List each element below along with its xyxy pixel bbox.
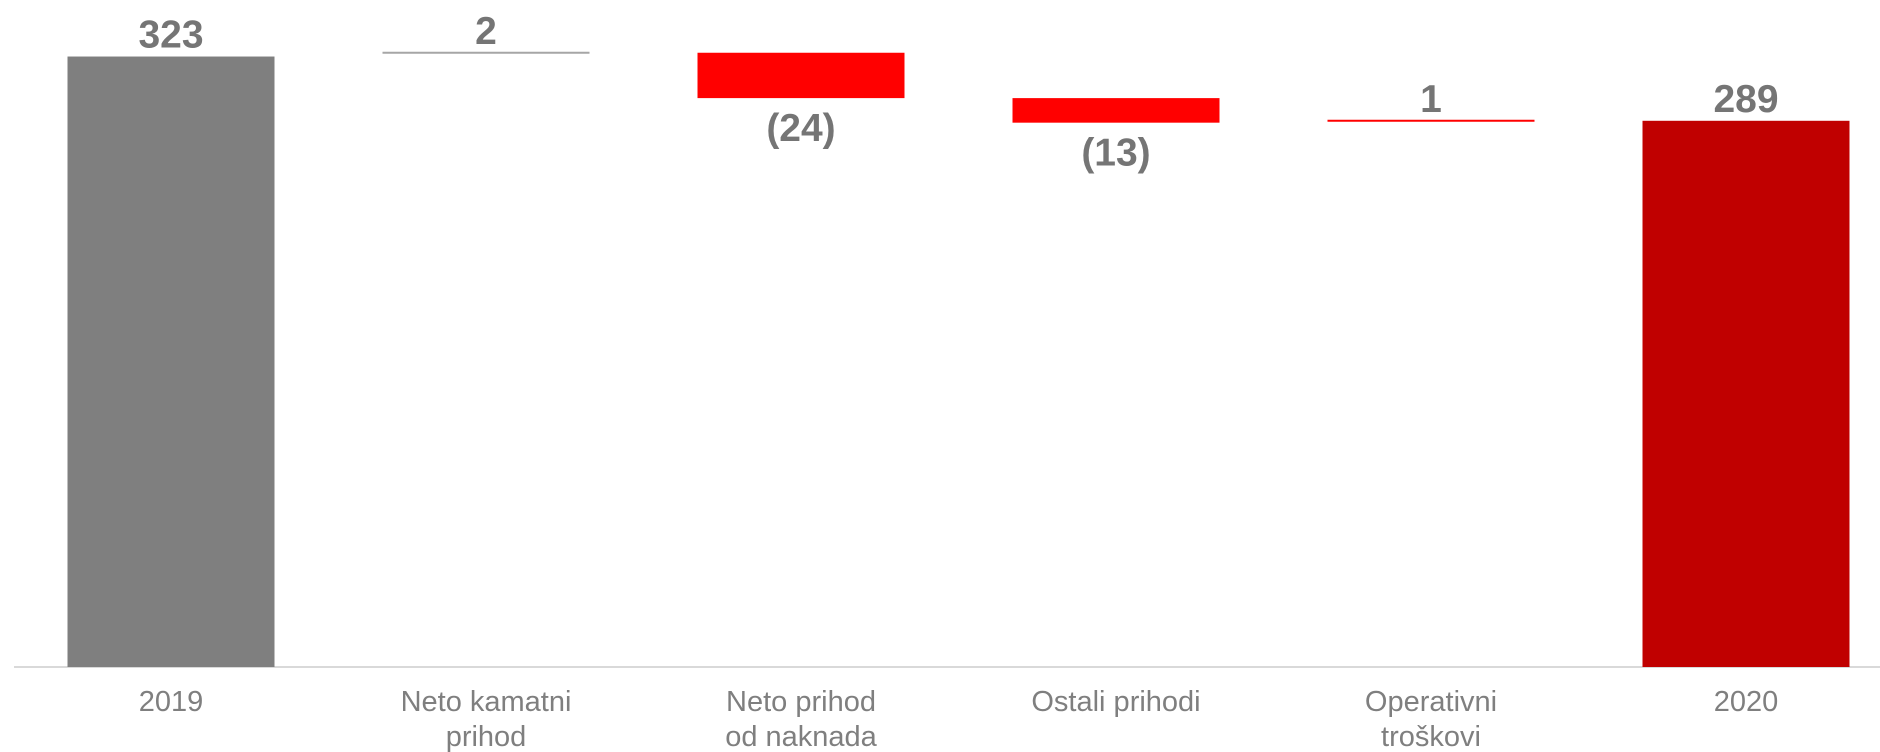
data-labels-layer: 323 2 (24) (13) 1 289 <box>138 10 1778 175</box>
bar-neto-prihod-od-naknada <box>697 52 905 99</box>
category-label-neto-prihod-od-naknada: Neto prihod od naknada <box>725 686 877 752</box>
data-label-2019: 323 <box>138 14 203 57</box>
data-label-neto-kamatni-prihod: 2 <box>475 10 497 53</box>
category-label-operativni-troškovi: Operativni troškovi <box>1365 686 1497 752</box>
category-label-2019: 2019 <box>139 686 204 718</box>
data-label-operativni-troškovi: 1 <box>1420 78 1442 121</box>
bars-layer <box>67 51 1850 668</box>
data-label-ostali-prihodi: (13) <box>1081 132 1150 175</box>
category-label-2020: 2020 <box>1714 686 1779 718</box>
bar-ostali-prihodi <box>1012 98 1220 123</box>
data-label-2020: 289 <box>1713 78 1778 121</box>
category-label-neto-kamatni-prihod: Neto kamatni prihod <box>401 686 572 752</box>
category-labels-layer: 2019 Neto kamatni prihod Neto prihod od nakn… <box>139 686 1779 752</box>
data-label-neto-prihod-od-naknada: (24) <box>766 107 835 150</box>
bar-2020 <box>1642 120 1850 668</box>
bar-2019 <box>67 56 275 667</box>
category-label-ostali-prihodi: Ostali prihodi <box>1031 686 1200 718</box>
